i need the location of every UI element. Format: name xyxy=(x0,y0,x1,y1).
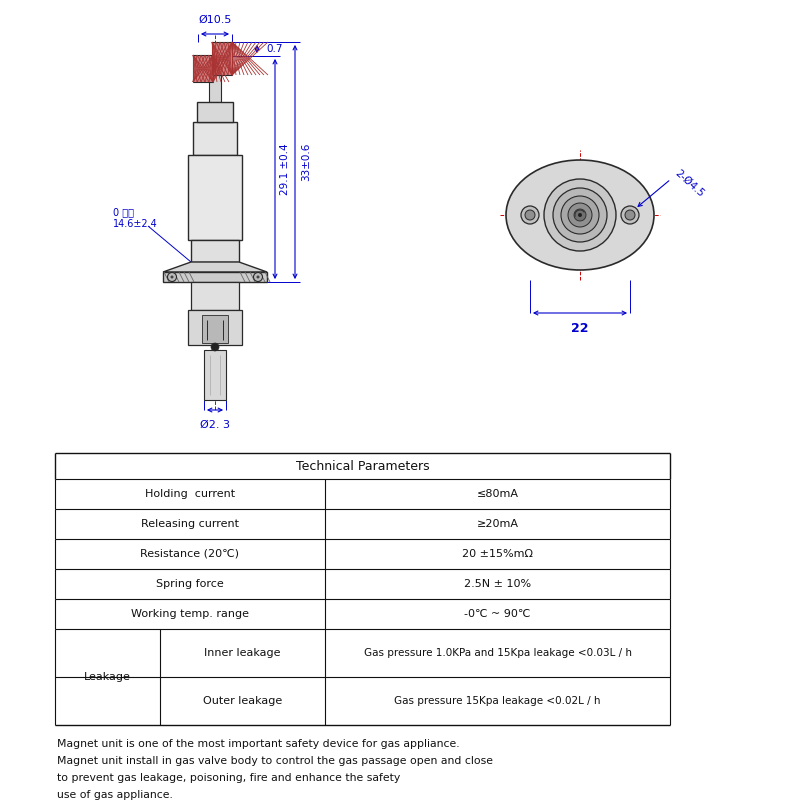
Text: Spring force: Spring force xyxy=(156,579,224,589)
Circle shape xyxy=(568,203,592,227)
Circle shape xyxy=(578,213,582,217)
Text: 2.5N ± 10%: 2.5N ± 10% xyxy=(464,579,531,589)
Text: 2-Ø4.5: 2-Ø4.5 xyxy=(673,167,706,198)
Text: Releasing current: Releasing current xyxy=(141,519,239,529)
Bar xyxy=(197,102,233,122)
Bar xyxy=(188,310,242,345)
Circle shape xyxy=(525,210,535,220)
Bar xyxy=(212,42,232,75)
Bar xyxy=(191,240,239,262)
Bar xyxy=(188,155,242,240)
Text: Gas pressure 1.0KPa and 15Kpa leakage <0.03L / h: Gas pressure 1.0KPa and 15Kpa leakage <0… xyxy=(363,648,631,658)
Circle shape xyxy=(574,209,586,221)
Text: Holding  current: Holding current xyxy=(145,489,235,499)
Bar xyxy=(191,282,239,310)
Bar xyxy=(193,55,213,82)
Text: Ø10.5: Ø10.5 xyxy=(198,15,232,25)
Text: Working temp. range: Working temp. range xyxy=(131,609,249,619)
Circle shape xyxy=(254,273,262,282)
Circle shape xyxy=(257,275,259,278)
Circle shape xyxy=(167,273,177,282)
Circle shape xyxy=(621,206,639,224)
Text: ≥20mA: ≥20mA xyxy=(477,519,518,529)
Text: Ø2. 3: Ø2. 3 xyxy=(200,420,230,430)
Circle shape xyxy=(521,206,539,224)
Bar xyxy=(193,122,237,155)
Circle shape xyxy=(553,188,607,242)
Text: Inner leakage: Inner leakage xyxy=(204,648,281,658)
Text: Resistance (20℃): Resistance (20℃) xyxy=(141,549,239,559)
Text: 29.1 ±0.4: 29.1 ±0.4 xyxy=(280,143,290,195)
Polygon shape xyxy=(163,262,267,272)
Bar xyxy=(209,75,221,102)
Text: -0℃ ~ 90℃: -0℃ ~ 90℃ xyxy=(464,609,530,619)
Circle shape xyxy=(211,343,219,351)
Bar xyxy=(204,350,226,400)
Bar xyxy=(163,272,267,282)
Circle shape xyxy=(625,210,635,220)
Text: Technical Parameters: Technical Parameters xyxy=(296,459,430,473)
Text: Magnet unit is one of the most important safety device for gas appliance.: Magnet unit is one of the most important… xyxy=(57,739,460,749)
Text: ≤80mA: ≤80mA xyxy=(477,489,518,499)
Text: 0 型圈: 0 型圈 xyxy=(113,207,134,217)
Text: 14.6±2.4: 14.6±2.4 xyxy=(113,219,158,229)
Text: use of gas appliance.: use of gas appliance. xyxy=(57,790,173,800)
Ellipse shape xyxy=(506,160,654,270)
Text: to prevent gas leakage, poisoning, fire and enhance the safety: to prevent gas leakage, poisoning, fire … xyxy=(57,773,400,783)
Text: 22: 22 xyxy=(571,322,589,335)
Text: Gas pressure 15Kpa leakage <0.02L / h: Gas pressure 15Kpa leakage <0.02L / h xyxy=(394,696,601,706)
Text: 0.7: 0.7 xyxy=(266,44,282,54)
Text: 33±0.6: 33±0.6 xyxy=(301,143,311,181)
Circle shape xyxy=(544,179,616,251)
Text: 20 ±15%mΩ: 20 ±15%mΩ xyxy=(462,549,533,559)
Text: Outer leakage: Outer leakage xyxy=(203,696,282,706)
Circle shape xyxy=(561,196,599,234)
Text: Magnet unit install in gas valve body to control the gas passage open and close: Magnet unit install in gas valve body to… xyxy=(57,756,493,766)
Circle shape xyxy=(170,275,174,278)
Bar xyxy=(202,315,228,343)
Text: Leakage: Leakage xyxy=(84,672,131,682)
